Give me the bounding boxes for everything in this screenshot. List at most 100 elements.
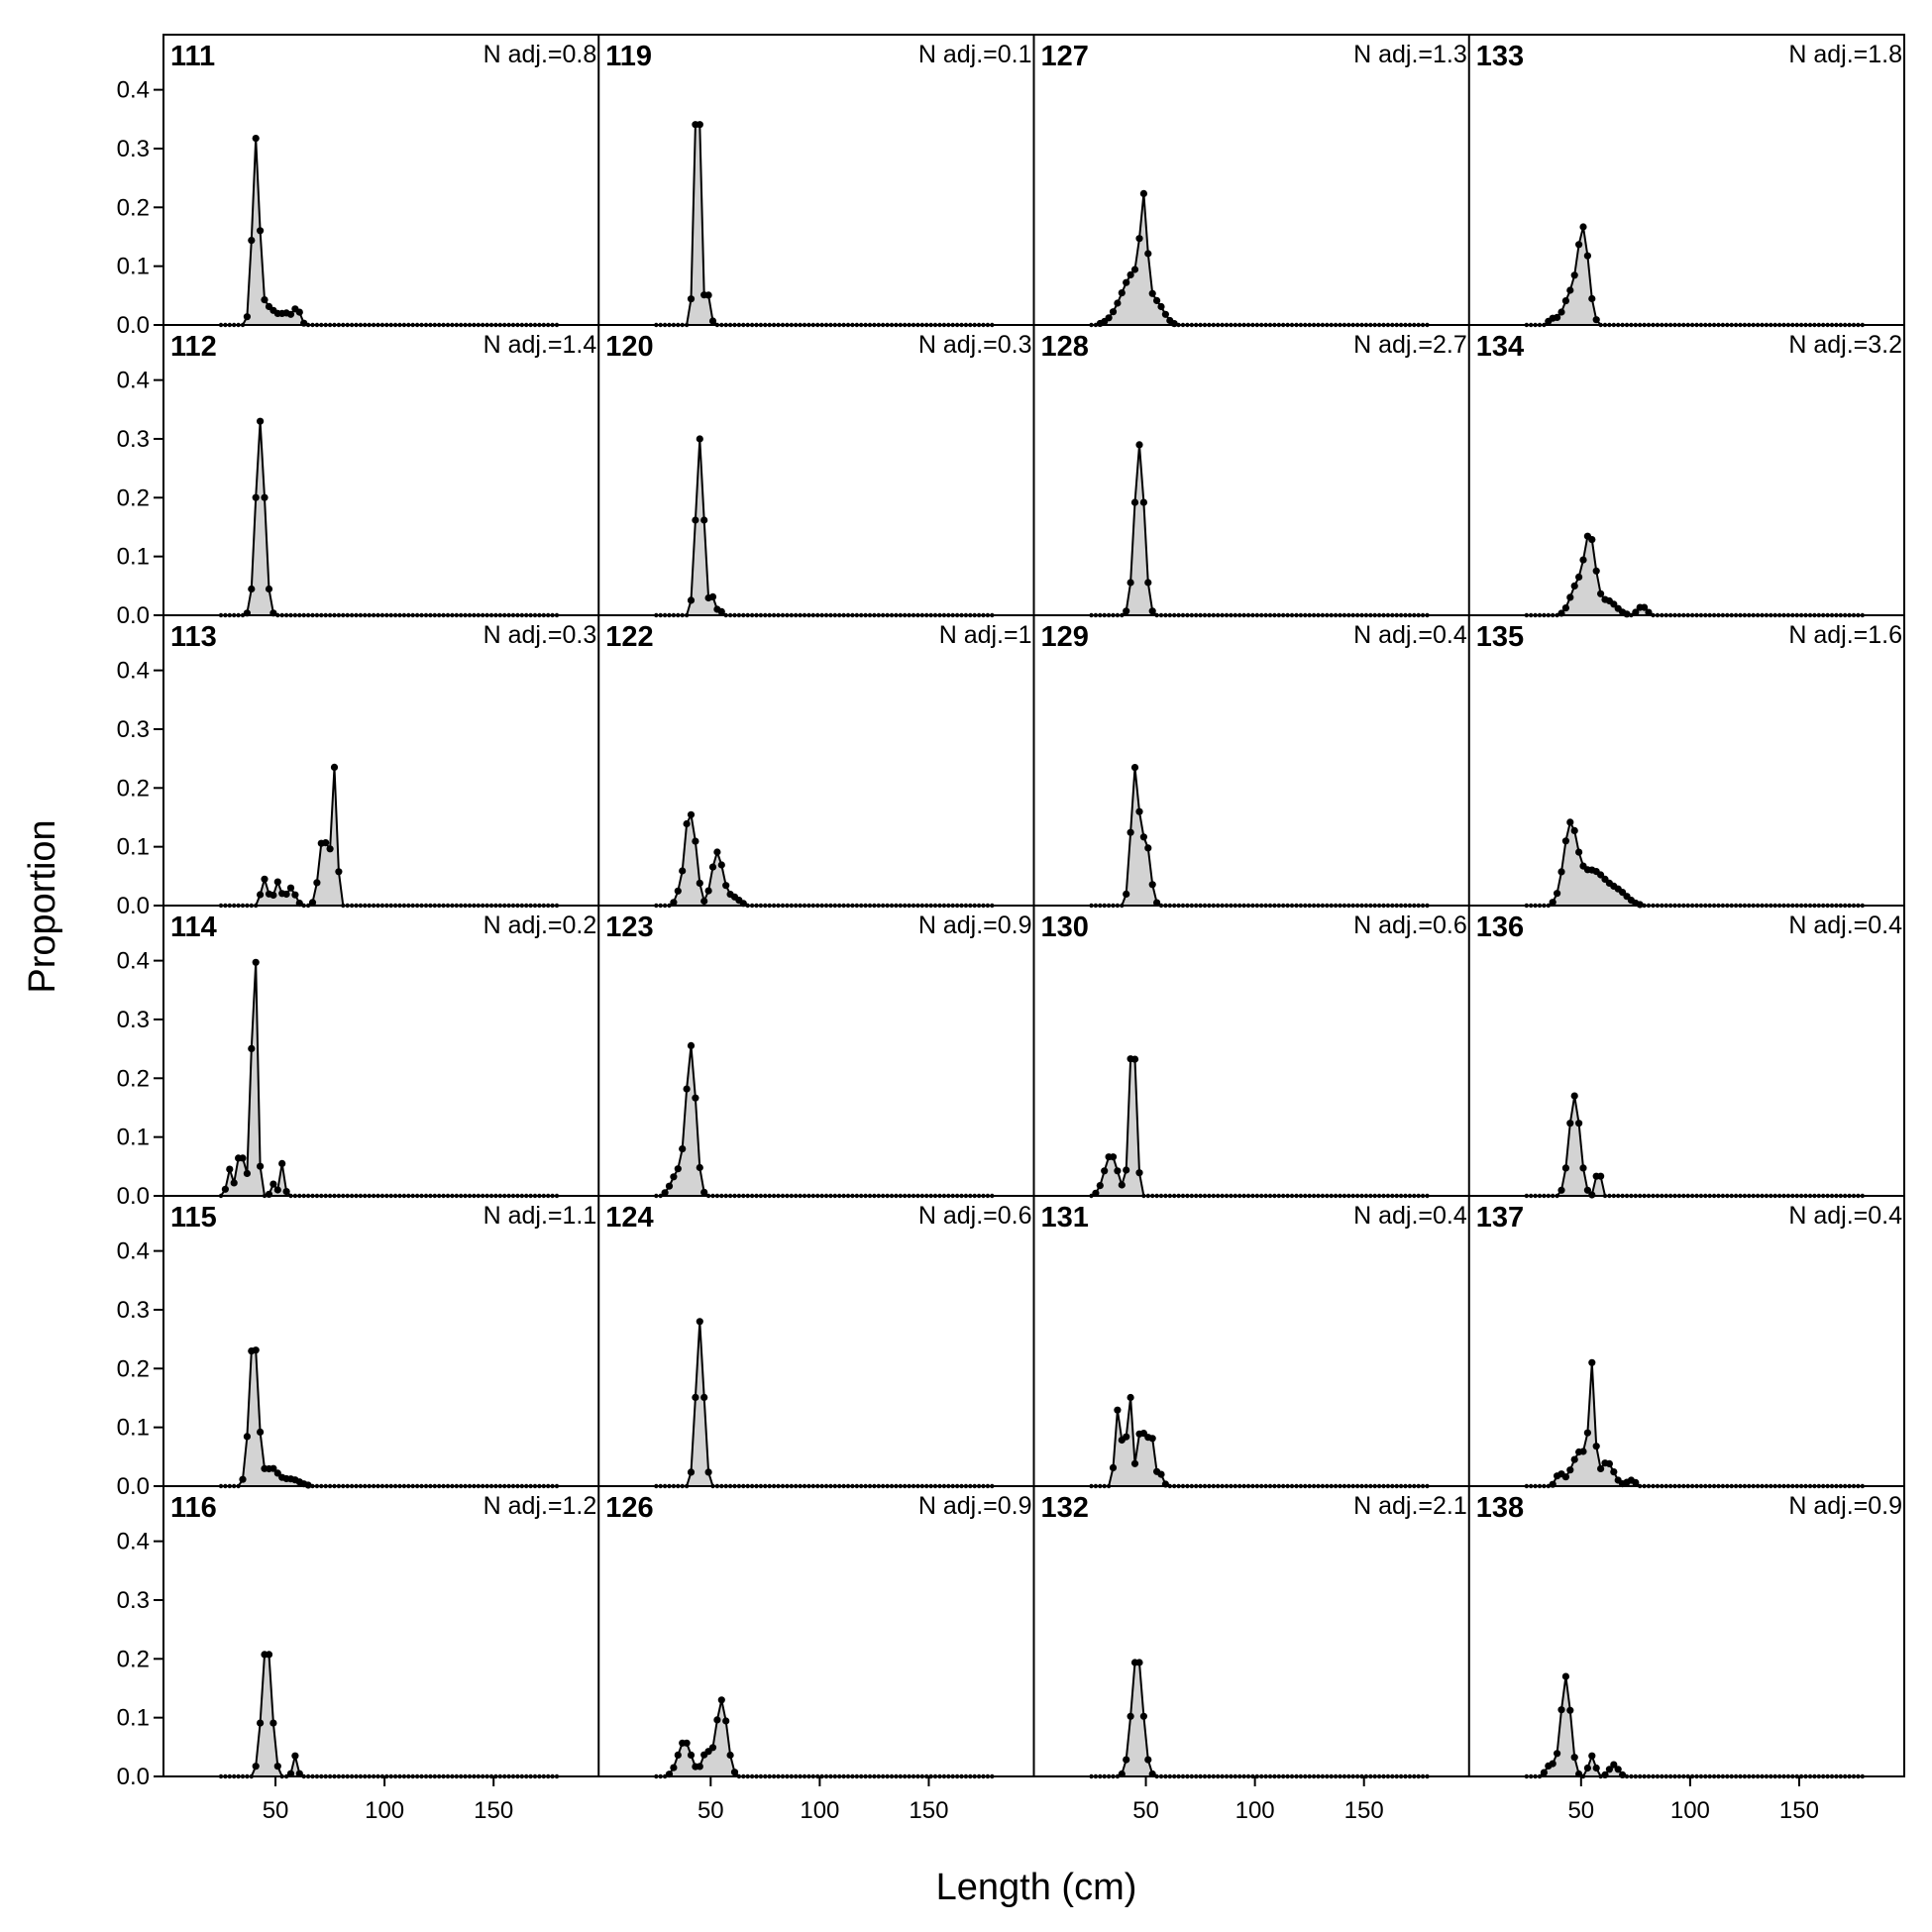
data-point-111-41 [252,135,260,143]
x-tick-label: 50 [1132,1797,1159,1824]
panel-nadj-134: N adj.=3.2 [1788,331,1902,359]
panel-title-138: 138 [1476,1492,1524,1524]
panel-nadj-138: N adj.=0.9 [1788,1492,1902,1520]
data-point-137-55 [1588,1358,1596,1366]
data-point-113-67 [308,899,317,907]
data-point-134-51 [1579,556,1587,564]
data-point-112-43 [257,417,265,425]
data-point-132-49 [1139,1712,1147,1720]
data-point-137-57 [1592,1443,1600,1450]
panel-126: 126 N adj.=0.9 [597,1486,1034,1779]
data-point-122-49 [704,887,712,895]
data-point-113-59 [291,891,299,899]
series-area-112 [221,421,557,615]
data-point-136-59 [1597,1172,1605,1180]
series-area-135 [1526,821,1863,906]
y-tick-label: 0.3 [117,426,150,453]
data-point-131-53 [1148,1435,1156,1443]
data-point-113-57 [286,884,295,892]
data-point-115-51 [273,1469,281,1477]
data-point-133-45 [1566,286,1574,294]
y-tick-label: 0.4 [117,1238,150,1265]
x-tick-label: 100 [365,1797,404,1824]
data-point-114-43 [257,1162,265,1170]
x-tick-label: 150 [909,1797,948,1824]
data-point-124-49 [704,1468,712,1476]
y-tick-label: 0.2 [117,1646,150,1672]
data-point-128-45 [1130,498,1139,506]
panel-nadj-115: N adj.=1.1 [483,1202,597,1230]
panel-nadj-123: N adj.=0.9 [918,912,1032,939]
panel-123: 123 N adj.=0.9 [597,906,1034,1199]
data-point-126-55 [717,1696,725,1704]
panel-128: 128 N adj.=2.7 [1032,325,1469,618]
data-point-111-43 [257,227,265,235]
data-point-133-47 [1570,271,1578,279]
y-tick-label: 0.4 [117,1529,150,1556]
panel-title-133: 133 [1476,41,1524,72]
data-point-122-57 [722,882,730,890]
data-point-113-79 [335,868,343,876]
data-point-112-39 [248,585,256,593]
panel-nadj-128: N adj.=2.7 [1353,331,1467,359]
data-point-113-75 [326,845,334,853]
data-point-128-41 [1123,607,1130,615]
data-point-114-35 [239,1154,247,1162]
data-point-126-45 [696,1763,703,1771]
data-point-130-45 [1130,1055,1139,1063]
panel-title-127: 127 [1041,41,1089,72]
panel-134: 134 N adj.=3.2 [1467,325,1904,618]
data-point-126-59 [726,1751,734,1760]
data-point-134-71 [1623,610,1631,618]
data-point-138-33 [1540,1769,1548,1776]
panel-nadj-130: N adj.=0.6 [1353,912,1467,939]
panel-113: 113 N adj.=0.3 [163,621,599,909]
data-point-129-53 [1148,881,1156,889]
data-point-126-53 [713,1716,721,1724]
data-point-123-43 [692,1094,699,1102]
panel-112: 112 N adj.=1.4 [163,331,599,618]
y-tick-label: 0.3 [117,716,150,743]
panel-nadj-129: N adj.=0.4 [1353,621,1467,649]
data-point-138-55 [1588,1752,1596,1760]
data-point-134-81 [1645,608,1653,616]
panel-nadj-136: N adj.=0.4 [1788,912,1902,939]
y-tick-label: 0.2 [117,1065,150,1092]
panel-122: 122 N adj.=1 [597,615,1034,909]
panel-nadj-135: N adj.=1.6 [1788,621,1902,649]
data-point-113-69 [313,879,321,887]
data-point-127-57 [1157,302,1165,311]
data-point-120-51 [708,592,717,601]
data-point-134-65 [1610,600,1618,608]
data-point-123-37 [679,1145,687,1153]
panel-title-112: 112 [170,331,217,363]
data-point-113-45 [261,875,268,883]
data-point-126-57 [722,1717,730,1725]
panel-title-115: 115 [170,1202,217,1234]
data-point-133-49 [1575,241,1583,249]
data-point-130-41 [1123,1166,1130,1174]
series-line-113 [221,767,557,907]
data-point-126-35 [674,1751,682,1759]
data-point-111-37 [243,313,251,321]
x-axis-title: Length (cm) [936,1867,1137,1908]
panel-131: 131 N adj.=0.4 [1032,1196,1469,1489]
data-point-128-43 [1127,579,1134,587]
data-point-137-45 [1566,1466,1574,1474]
panel-115: 115 N adj.=1.1 [163,1202,599,1489]
outer-frame [162,34,1905,1777]
data-point-138-43 [1561,1672,1569,1680]
data-point-115-37 [243,1433,251,1441]
data-point-136-53 [1583,1186,1591,1194]
data-point-113-55 [282,890,290,899]
data-point-114-51 [273,1186,281,1194]
series-area-127 [1091,193,1428,325]
data-point-111-45 [261,296,268,304]
panel-nadj-127: N adj.=1.3 [1353,41,1467,68]
data-point-127-43 [1127,270,1134,278]
panel-nadj-114: N adj.=0.2 [483,912,597,939]
data-point-131-45 [1130,1459,1139,1467]
panel-title-122: 122 [605,621,653,653]
data-point-124-47 [700,1393,708,1401]
data-point-116-59 [291,1752,299,1760]
